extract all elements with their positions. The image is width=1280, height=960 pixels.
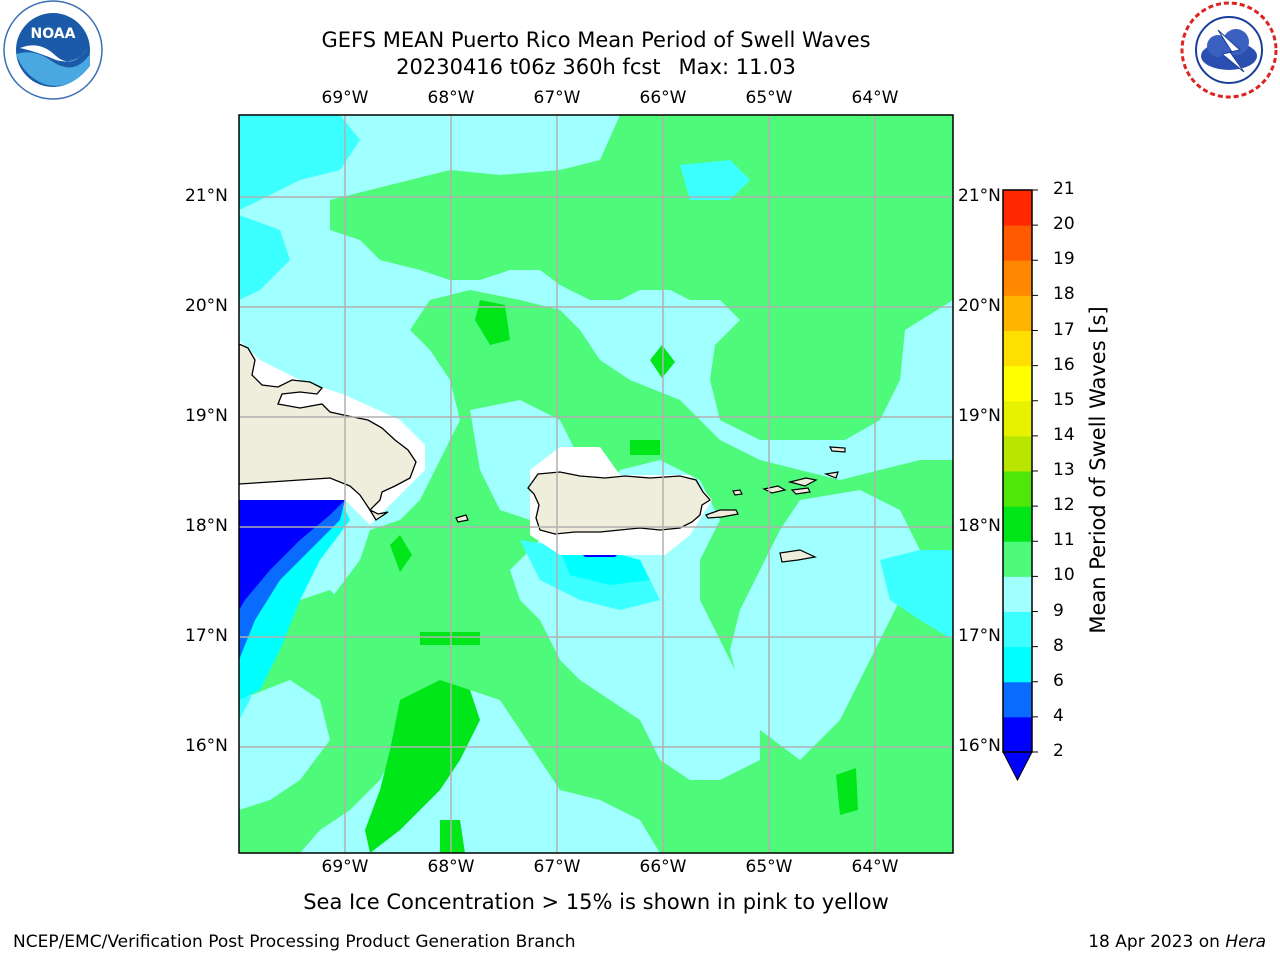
period-8-9-patch (730, 490, 920, 760)
national-weather-service-logo (1180, 1, 1278, 99)
colorbar-tick-2: 2 (1053, 741, 1064, 761)
lon-label-top-3: 66°W (639, 88, 687, 108)
colorbar-tick-16: 16 (1053, 354, 1075, 375)
colorbar-segment (1003, 260, 1032, 296)
lon-label-top-5: 64°W (851, 88, 899, 108)
period-10-11-region (630, 440, 660, 455)
footer-organization: NCEP/EMC/Verification Post Processing Pr… (13, 932, 576, 952)
period-8-9-patch (239, 680, 330, 810)
colorbar-segment (1003, 541, 1032, 577)
colorbar-extension (1002, 751, 1033, 782)
forecast-date: 20230416 t06z 360h fcst (396, 55, 661, 79)
colorbar-tick-4: 4 (1053, 705, 1064, 726)
lon-label-bottom-3: 66°W (639, 857, 687, 877)
lon-label-bottom-2: 67°W (533, 857, 581, 877)
colorbar-tick-19: 19 (1053, 249, 1075, 270)
colorbar-tick-13: 13 (1053, 460, 1075, 480)
lon-label-bottom-1: 68°W (427, 857, 475, 877)
lat-label-right-4: 17°N (958, 626, 1001, 646)
colorbar-segment (1003, 611, 1032, 648)
chart-title: GEFS MEAN Puerto Rico Mean Period of Swe… (321, 28, 871, 52)
colorbar-tick-10: 10 (1053, 565, 1075, 586)
st-croix-island (779, 549, 817, 563)
colorbar-segment (1003, 716, 1032, 753)
lat-label-left-0: 21°N (185, 186, 228, 206)
lon-label-top-1: 68°W (427, 88, 475, 108)
lat-label-left-2: 19°N (185, 406, 228, 426)
colorbar-tick-11: 11 (1053, 530, 1075, 551)
colorbar-segment (1003, 400, 1032, 437)
period-10-11-region (440, 820, 465, 853)
colorbar-segment (1003, 365, 1032, 402)
colorbar-segment (1003, 225, 1032, 261)
lat-label-right-1: 20°N (958, 296, 1001, 316)
colorbar-segment (1003, 471, 1032, 507)
lon-label-top-4: 65°W (745, 88, 793, 108)
noaa-logo: NOAA (3, 0, 103, 100)
footer-machine: Hera (1225, 932, 1266, 952)
lat-label-right-0: 21°N (958, 186, 1001, 206)
period-10-11-region (836, 768, 858, 815)
colorbar-segment (1003, 295, 1032, 331)
lon-label-top-0: 69°W (321, 88, 369, 108)
colorbar-segment (1003, 646, 1032, 683)
period-4-6-region (560, 550, 650, 585)
footer-date: 18 Apr 2023 on Hera (1088, 932, 1266, 952)
period-9-10-region (820, 115, 910, 220)
map-frame (238, 114, 954, 854)
colorbar-segment (1003, 330, 1032, 367)
lat-label-left-5: 16°N (185, 736, 228, 756)
colorbar-tick-17: 17 (1053, 319, 1075, 340)
colorbar-tick-6: 6 (1053, 670, 1064, 691)
period-10-11-region (420, 632, 480, 645)
lon-label-bottom-5: 64°W (851, 857, 899, 877)
colorbar-tick-9: 9 (1053, 600, 1064, 621)
lat-label-right-3: 18°N (958, 516, 1001, 536)
colorbar-segment (1003, 576, 1032, 612)
colorbar-segment (1003, 681, 1032, 718)
map-area (239, 115, 953, 853)
lat-label-right-5: 16°N (958, 736, 1001, 756)
lat-label-right-2: 19°N (958, 406, 1001, 426)
period-6-8-region (880, 550, 953, 640)
period-6-8-region (239, 115, 360, 210)
period-6-8-region (239, 215, 290, 300)
map-gridlines (239, 115, 953, 853)
colorbar-tick-8: 8 (1053, 635, 1064, 656)
colorbar-tick-21: 21 (1053, 179, 1075, 199)
chart-subtitle: 20230416 t06z 360h fcst Max: 11.03 (240, 54, 952, 80)
colorbar-tick-18: 18 (1053, 284, 1075, 305)
lon-label-bottom-4: 65°W (745, 857, 793, 877)
colorbar-tick-14: 14 (1053, 424, 1075, 445)
period-6-8-region (680, 160, 750, 200)
colorbar-tick-12: 12 (1053, 495, 1075, 516)
lon-label-top-2: 67°W (533, 88, 581, 108)
lat-label-left-4: 17°N (185, 626, 228, 646)
colorbar-tick-15: 15 (1053, 389, 1075, 410)
mona-island (455, 514, 469, 523)
hispaniola-land (239, 343, 417, 521)
footer-date-text: 18 Apr 2023 on (1088, 932, 1220, 952)
colorbar (1002, 189, 1038, 782)
lat-label-left-3: 18°N (185, 516, 228, 536)
colorbar-label: Mean Period of Swell Waves [s] (1086, 306, 1110, 634)
period-10-11-region (390, 535, 412, 572)
period-10-11-region (475, 300, 510, 345)
svg-text:NOAA: NOAA (31, 26, 76, 42)
colorbar-segment (1003, 435, 1032, 472)
colorbar-segment (1003, 190, 1032, 226)
colorbar-tick-20: 20 (1053, 214, 1075, 235)
puerto-rico-land (527, 471, 711, 535)
lat-label-left-1: 20°N (185, 296, 228, 316)
sea-ice-note: Sea Ice Concentration > 15% is shown in … (303, 890, 889, 914)
vieques-island (705, 509, 739, 519)
lon-label-bottom-0: 69°W (321, 857, 369, 877)
max-value: Max: 11.03 (678, 55, 796, 79)
virgin-islands (732, 446, 846, 496)
colorbar-segment (1003, 506, 1032, 542)
